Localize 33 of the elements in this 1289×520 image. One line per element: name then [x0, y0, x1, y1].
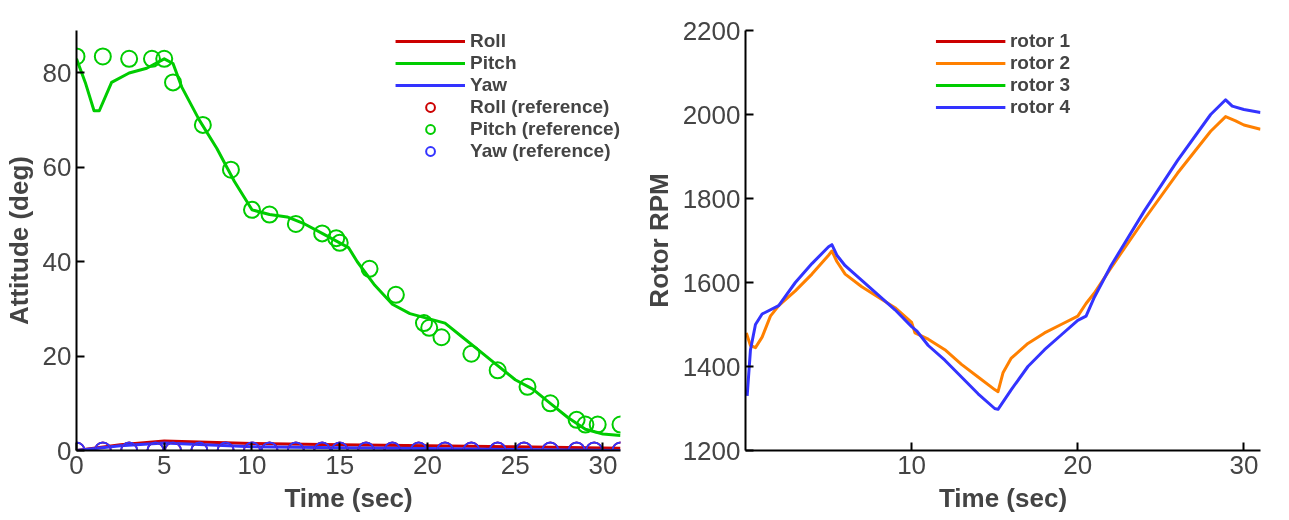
- y-tick-label: 2000: [682, 99, 741, 130]
- y-tick-label: 20: [42, 341, 72, 372]
- x-tick-label: 20: [413, 449, 442, 480]
- legend-label: Roll: [470, 30, 506, 52]
- x-tick-label: 30: [588, 449, 618, 480]
- x-axis-title: Time (sec): [284, 482, 413, 513]
- legend-label: rotor 4: [1009, 96, 1071, 118]
- y-tick-label: 60: [42, 152, 72, 183]
- x-tick-label: 10: [897, 449, 927, 480]
- legend-label: Yaw (reference): [470, 140, 611, 162]
- x-tick-label: 15: [325, 449, 355, 480]
- legend-label: rotor 3: [1009, 74, 1071, 96]
- x-tick-label: 5: [157, 449, 172, 480]
- x-tick-label: 10: [237, 449, 267, 480]
- legend-label: Yaw: [470, 74, 508, 96]
- y-tick-label: 40: [42, 246, 72, 277]
- x-tick-label: 20: [1063, 449, 1093, 480]
- y-tick-label: 1600: [682, 267, 741, 298]
- legend-label: rotor 2: [1009, 52, 1071, 74]
- x-axis-title: Time (sec): [938, 482, 1068, 513]
- y-tick-label: 80: [42, 57, 72, 88]
- y-axis-title: Rotor RPM: [643, 173, 674, 308]
- y-axis-title: Attitude (deg): [3, 156, 34, 325]
- x-tick-label: 25: [500, 449, 530, 480]
- legend-label: Pitch (reference): [470, 118, 620, 140]
- y-tick-label: 2200: [682, 15, 741, 46]
- y-tick-label: 1400: [682, 351, 741, 382]
- y-tick-label: 1200: [682, 435, 741, 466]
- legend-label: rotor 1: [1009, 30, 1071, 52]
- legend-label: Roll (reference): [470, 96, 610, 118]
- y-tick-label: 1800: [682, 183, 741, 214]
- legend-label: Pitch: [470, 52, 517, 74]
- x-tick-label: 30: [1229, 449, 1259, 480]
